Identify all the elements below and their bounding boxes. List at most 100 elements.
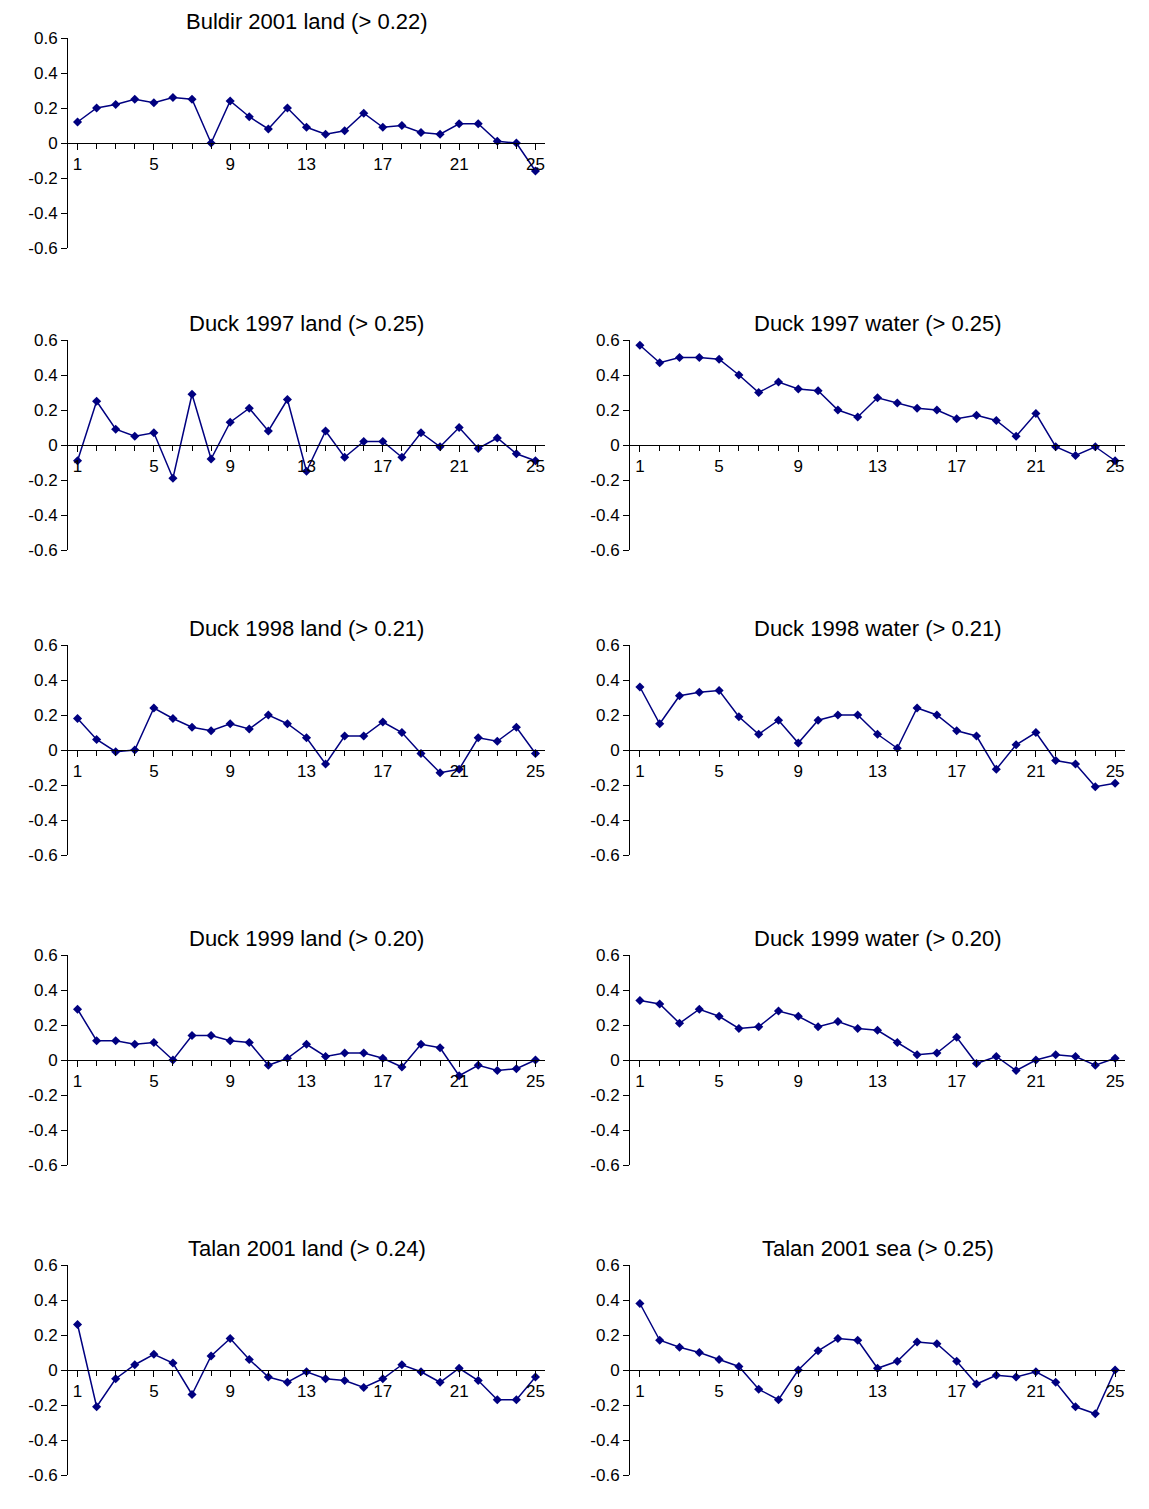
svg-text:1: 1 (635, 1382, 644, 1401)
svg-text:0: 0 (610, 436, 619, 455)
svg-text:0: 0 (48, 134, 57, 153)
svg-text:21: 21 (450, 155, 469, 174)
svg-text:0.4: 0.4 (34, 671, 58, 690)
svg-text:25: 25 (1106, 1382, 1125, 1401)
svg-text:1: 1 (635, 762, 644, 781)
svg-text:21: 21 (450, 762, 469, 781)
svg-text:-0.2: -0.2 (28, 776, 57, 795)
svg-text:-0.2: -0.2 (590, 776, 619, 795)
svg-text:25: 25 (526, 155, 545, 174)
svg-text:-0.4: -0.4 (28, 811, 57, 830)
svg-text:21: 21 (450, 457, 469, 476)
svg-text:0.6: 0.6 (596, 331, 620, 350)
svg-text:0.4: 0.4 (596, 671, 620, 690)
svg-text:-0.4: -0.4 (590, 1431, 619, 1450)
svg-text:13: 13 (868, 457, 887, 476)
svg-text:Duck 1997 land (> 0.25): Duck 1997 land (> 0.25) (189, 311, 424, 336)
svg-text:21: 21 (1026, 762, 1045, 781)
svg-text:17: 17 (947, 1382, 966, 1401)
svg-text:21: 21 (1026, 457, 1045, 476)
svg-text:9: 9 (794, 762, 803, 781)
svg-text:-0.2: -0.2 (590, 471, 619, 490)
svg-text:25: 25 (1106, 457, 1125, 476)
svg-text:0.4: 0.4 (34, 366, 58, 385)
svg-text:1: 1 (73, 1382, 82, 1401)
svg-text:25: 25 (526, 1382, 545, 1401)
svg-text:0.4: 0.4 (34, 981, 58, 1000)
svg-text:5: 5 (149, 155, 158, 174)
svg-text:25: 25 (526, 1072, 545, 1091)
svg-text:1: 1 (635, 1072, 644, 1091)
svg-text:25: 25 (1106, 762, 1125, 781)
svg-text:-0.2: -0.2 (28, 471, 57, 490)
svg-text:0.2: 0.2 (34, 706, 58, 725)
svg-text:17: 17 (947, 1072, 966, 1091)
svg-text:Duck 1999 water (> 0.20): Duck 1999 water (> 0.20) (754, 926, 1002, 951)
svg-text:-0.4: -0.4 (28, 1121, 57, 1140)
svg-text:21: 21 (450, 1382, 469, 1401)
svg-text:-0.6: -0.6 (28, 1466, 57, 1485)
svg-text:0: 0 (610, 1361, 619, 1380)
svg-text:9: 9 (794, 1072, 803, 1091)
svg-text:0.6: 0.6 (34, 636, 58, 655)
svg-text:0.4: 0.4 (596, 981, 620, 1000)
svg-text:5: 5 (149, 457, 158, 476)
svg-text:-0.2: -0.2 (28, 1086, 57, 1105)
svg-text:Duck 1999 land (> 0.20): Duck 1999 land (> 0.20) (189, 926, 424, 951)
svg-text:21: 21 (1026, 1072, 1045, 1091)
svg-text:-0.6: -0.6 (590, 846, 619, 865)
svg-text:13: 13 (868, 762, 887, 781)
svg-text:-0.4: -0.4 (590, 506, 619, 525)
svg-text:-0.4: -0.4 (28, 204, 57, 223)
svg-text:13: 13 (297, 155, 316, 174)
svg-text:1: 1 (73, 155, 82, 174)
svg-text:5: 5 (149, 1382, 158, 1401)
svg-text:17: 17 (373, 1072, 392, 1091)
svg-text:13: 13 (868, 1072, 887, 1091)
svg-text:0.2: 0.2 (34, 99, 58, 118)
svg-text:0.4: 0.4 (34, 1291, 58, 1310)
svg-text:9: 9 (794, 1382, 803, 1401)
svg-text:-0.4: -0.4 (28, 1431, 57, 1450)
svg-text:17: 17 (947, 762, 966, 781)
svg-text:0.2: 0.2 (596, 401, 620, 420)
svg-text:-0.2: -0.2 (28, 1396, 57, 1415)
svg-text:-0.4: -0.4 (28, 506, 57, 525)
svg-text:0.6: 0.6 (34, 1256, 58, 1275)
svg-text:9: 9 (225, 155, 234, 174)
svg-text:0.2: 0.2 (596, 706, 620, 725)
svg-text:-0.2: -0.2 (590, 1086, 619, 1105)
svg-text:17: 17 (373, 1382, 392, 1401)
svg-text:17: 17 (947, 457, 966, 476)
svg-text:17: 17 (373, 762, 392, 781)
svg-text:0.2: 0.2 (34, 1326, 58, 1345)
svg-text:0.2: 0.2 (596, 1326, 620, 1345)
svg-text:5: 5 (714, 1382, 723, 1401)
svg-text:Duck 1997 water (> 0.25): Duck 1997 water (> 0.25) (754, 311, 1002, 336)
svg-text:-0.4: -0.4 (590, 811, 619, 830)
svg-text:0.6: 0.6 (34, 946, 58, 965)
svg-text:17: 17 (373, 155, 392, 174)
svg-text:0.4: 0.4 (34, 64, 58, 83)
svg-text:25: 25 (526, 457, 545, 476)
svg-text:-0.6: -0.6 (28, 239, 57, 258)
svg-text:0.2: 0.2 (596, 1016, 620, 1035)
svg-text:0.6: 0.6 (596, 946, 620, 965)
svg-text:Buldir 2001 land (> 0.22): Buldir 2001 land (> 0.22) (186, 9, 428, 34)
svg-text:13: 13 (297, 1382, 316, 1401)
svg-text:13: 13 (297, 762, 316, 781)
svg-text:0.6: 0.6 (34, 29, 58, 48)
svg-text:0: 0 (610, 1051, 619, 1070)
svg-text:25: 25 (526, 762, 545, 781)
svg-text:Talan 2001 sea (> 0.25): Talan 2001 sea (> 0.25) (762, 1236, 994, 1261)
svg-text:0.4: 0.4 (596, 1291, 620, 1310)
svg-text:5: 5 (714, 762, 723, 781)
svg-text:9: 9 (225, 762, 234, 781)
svg-text:1: 1 (73, 1072, 82, 1091)
svg-text:9: 9 (225, 457, 234, 476)
svg-text:-0.6: -0.6 (590, 1466, 619, 1485)
svg-text:5: 5 (149, 762, 158, 781)
svg-text:13: 13 (297, 1072, 316, 1091)
svg-text:Talan 2001 land (> 0.24): Talan 2001 land (> 0.24) (188, 1236, 426, 1261)
svg-text:-0.2: -0.2 (590, 1396, 619, 1415)
